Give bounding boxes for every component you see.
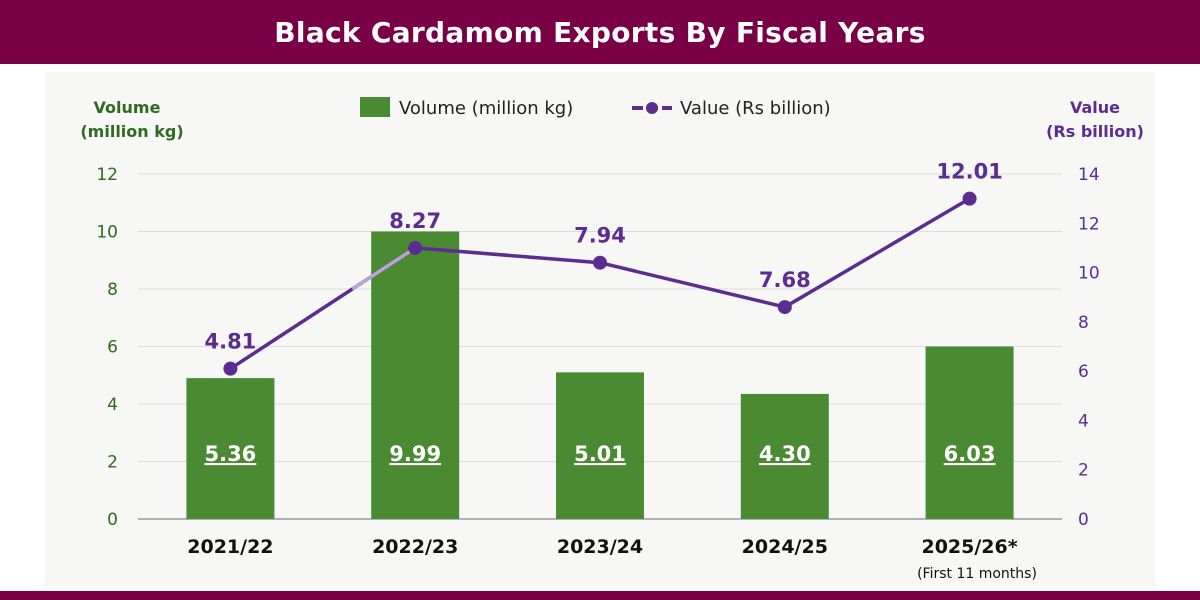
y-right-tick-label: 14 bbox=[1078, 165, 1100, 185]
line-point-value bbox=[408, 240, 423, 255]
x-tick-label: 2021/22 bbox=[187, 536, 273, 558]
title-banner: Black Cardamom Exports By Fiscal Years bbox=[0, 0, 1200, 64]
y-left-tick-label: 4 bbox=[107, 395, 118, 415]
x-tick-label: 2025/26* bbox=[921, 536, 1017, 558]
point-value-label: 12.01 bbox=[936, 160, 1002, 184]
legend-marker-value bbox=[646, 102, 658, 114]
line-point-value bbox=[223, 361, 238, 376]
y-left-tick-label: 10 bbox=[96, 223, 118, 243]
x-tick-label: 2024/25 bbox=[742, 536, 828, 558]
legend-swatch-volume bbox=[360, 97, 390, 117]
bar-value-label: 9.99 bbox=[389, 442, 441, 466]
line-point-value bbox=[777, 300, 792, 315]
x-tick-label: 2022/23 bbox=[372, 536, 458, 558]
y-right-tick-label: 10 bbox=[1078, 264, 1100, 284]
bar-volume bbox=[371, 231, 460, 519]
bar-value-label: 6.03 bbox=[944, 442, 996, 466]
y-left-tick-label: 2 bbox=[107, 453, 118, 473]
y-left-tick-label: 8 bbox=[107, 280, 118, 300]
y-right-tick-label: 4 bbox=[1078, 411, 1089, 431]
y-right-tick-label: 2 bbox=[1078, 461, 1089, 481]
bar-volume bbox=[740, 393, 829, 519]
bar-value-label: 4.30 bbox=[759, 442, 811, 466]
y-right-tick-label: 12 bbox=[1078, 214, 1100, 234]
y-left-tick-label: 12 bbox=[96, 165, 118, 185]
bar-value-label: 5.36 bbox=[204, 442, 256, 466]
point-value-label: 8.27 bbox=[389, 209, 441, 233]
y-left-title-line2: (million kg) bbox=[80, 122, 183, 141]
legend-label-volume: Volume (million kg) bbox=[399, 98, 573, 119]
y-right-tick-label: 0 bbox=[1078, 510, 1089, 530]
bar-volume bbox=[925, 346, 1014, 519]
point-value-label: 4.81 bbox=[204, 330, 256, 354]
y-right-title-line2: (Rs billion) bbox=[1046, 122, 1144, 141]
legend: Volume (million kg) Value (Rs billion) bbox=[360, 97, 831, 119]
y-left-tick-label: 0 bbox=[107, 510, 118, 530]
bottom-banner bbox=[0, 591, 1200, 600]
x-tick-label: 2023/24 bbox=[557, 536, 643, 558]
y-left-tick-label: 6 bbox=[107, 338, 118, 358]
y-right-tick-label: 8 bbox=[1078, 313, 1089, 333]
bar-volume bbox=[186, 378, 275, 519]
y-left-title-line1: Volume bbox=[94, 98, 161, 117]
line-value-highlight bbox=[351, 246, 417, 291]
point-value-label: 7.68 bbox=[759, 268, 811, 292]
bar-volume bbox=[556, 372, 644, 519]
line-point-value bbox=[593, 255, 607, 270]
y-right-tick-label: 6 bbox=[1078, 362, 1089, 382]
y-right-title-line1: Value bbox=[1070, 98, 1120, 117]
x-category-note: (First 11 months) bbox=[917, 566, 1037, 582]
legend-label-value: Value (Rs billion) bbox=[680, 98, 831, 119]
chart-title: Black Cardamom Exports By Fiscal Years bbox=[274, 15, 926, 49]
bar-value-label: 5.01 bbox=[574, 442, 626, 466]
point-value-label: 7.94 bbox=[574, 224, 626, 248]
line-point-value bbox=[962, 191, 977, 206]
